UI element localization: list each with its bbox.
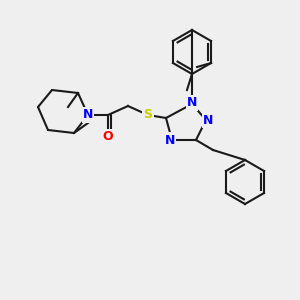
Text: N: N xyxy=(83,109,93,122)
Text: N: N xyxy=(203,113,213,127)
Text: S: S xyxy=(143,109,152,122)
Text: N: N xyxy=(165,134,175,146)
Text: N: N xyxy=(187,97,197,110)
Text: O: O xyxy=(103,130,113,143)
